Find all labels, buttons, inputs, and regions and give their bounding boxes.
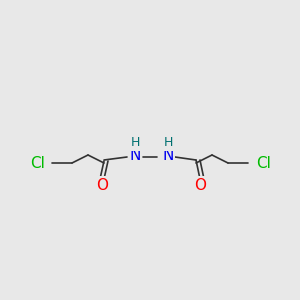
Text: H: H	[163, 136, 173, 149]
Text: Cl: Cl	[256, 155, 272, 170]
Text: O: O	[96, 178, 108, 193]
Text: N: N	[162, 148, 174, 163]
Text: Cl: Cl	[31, 155, 45, 170]
Text: H: H	[130, 136, 140, 149]
Text: O: O	[194, 178, 206, 193]
Text: N: N	[129, 148, 141, 163]
